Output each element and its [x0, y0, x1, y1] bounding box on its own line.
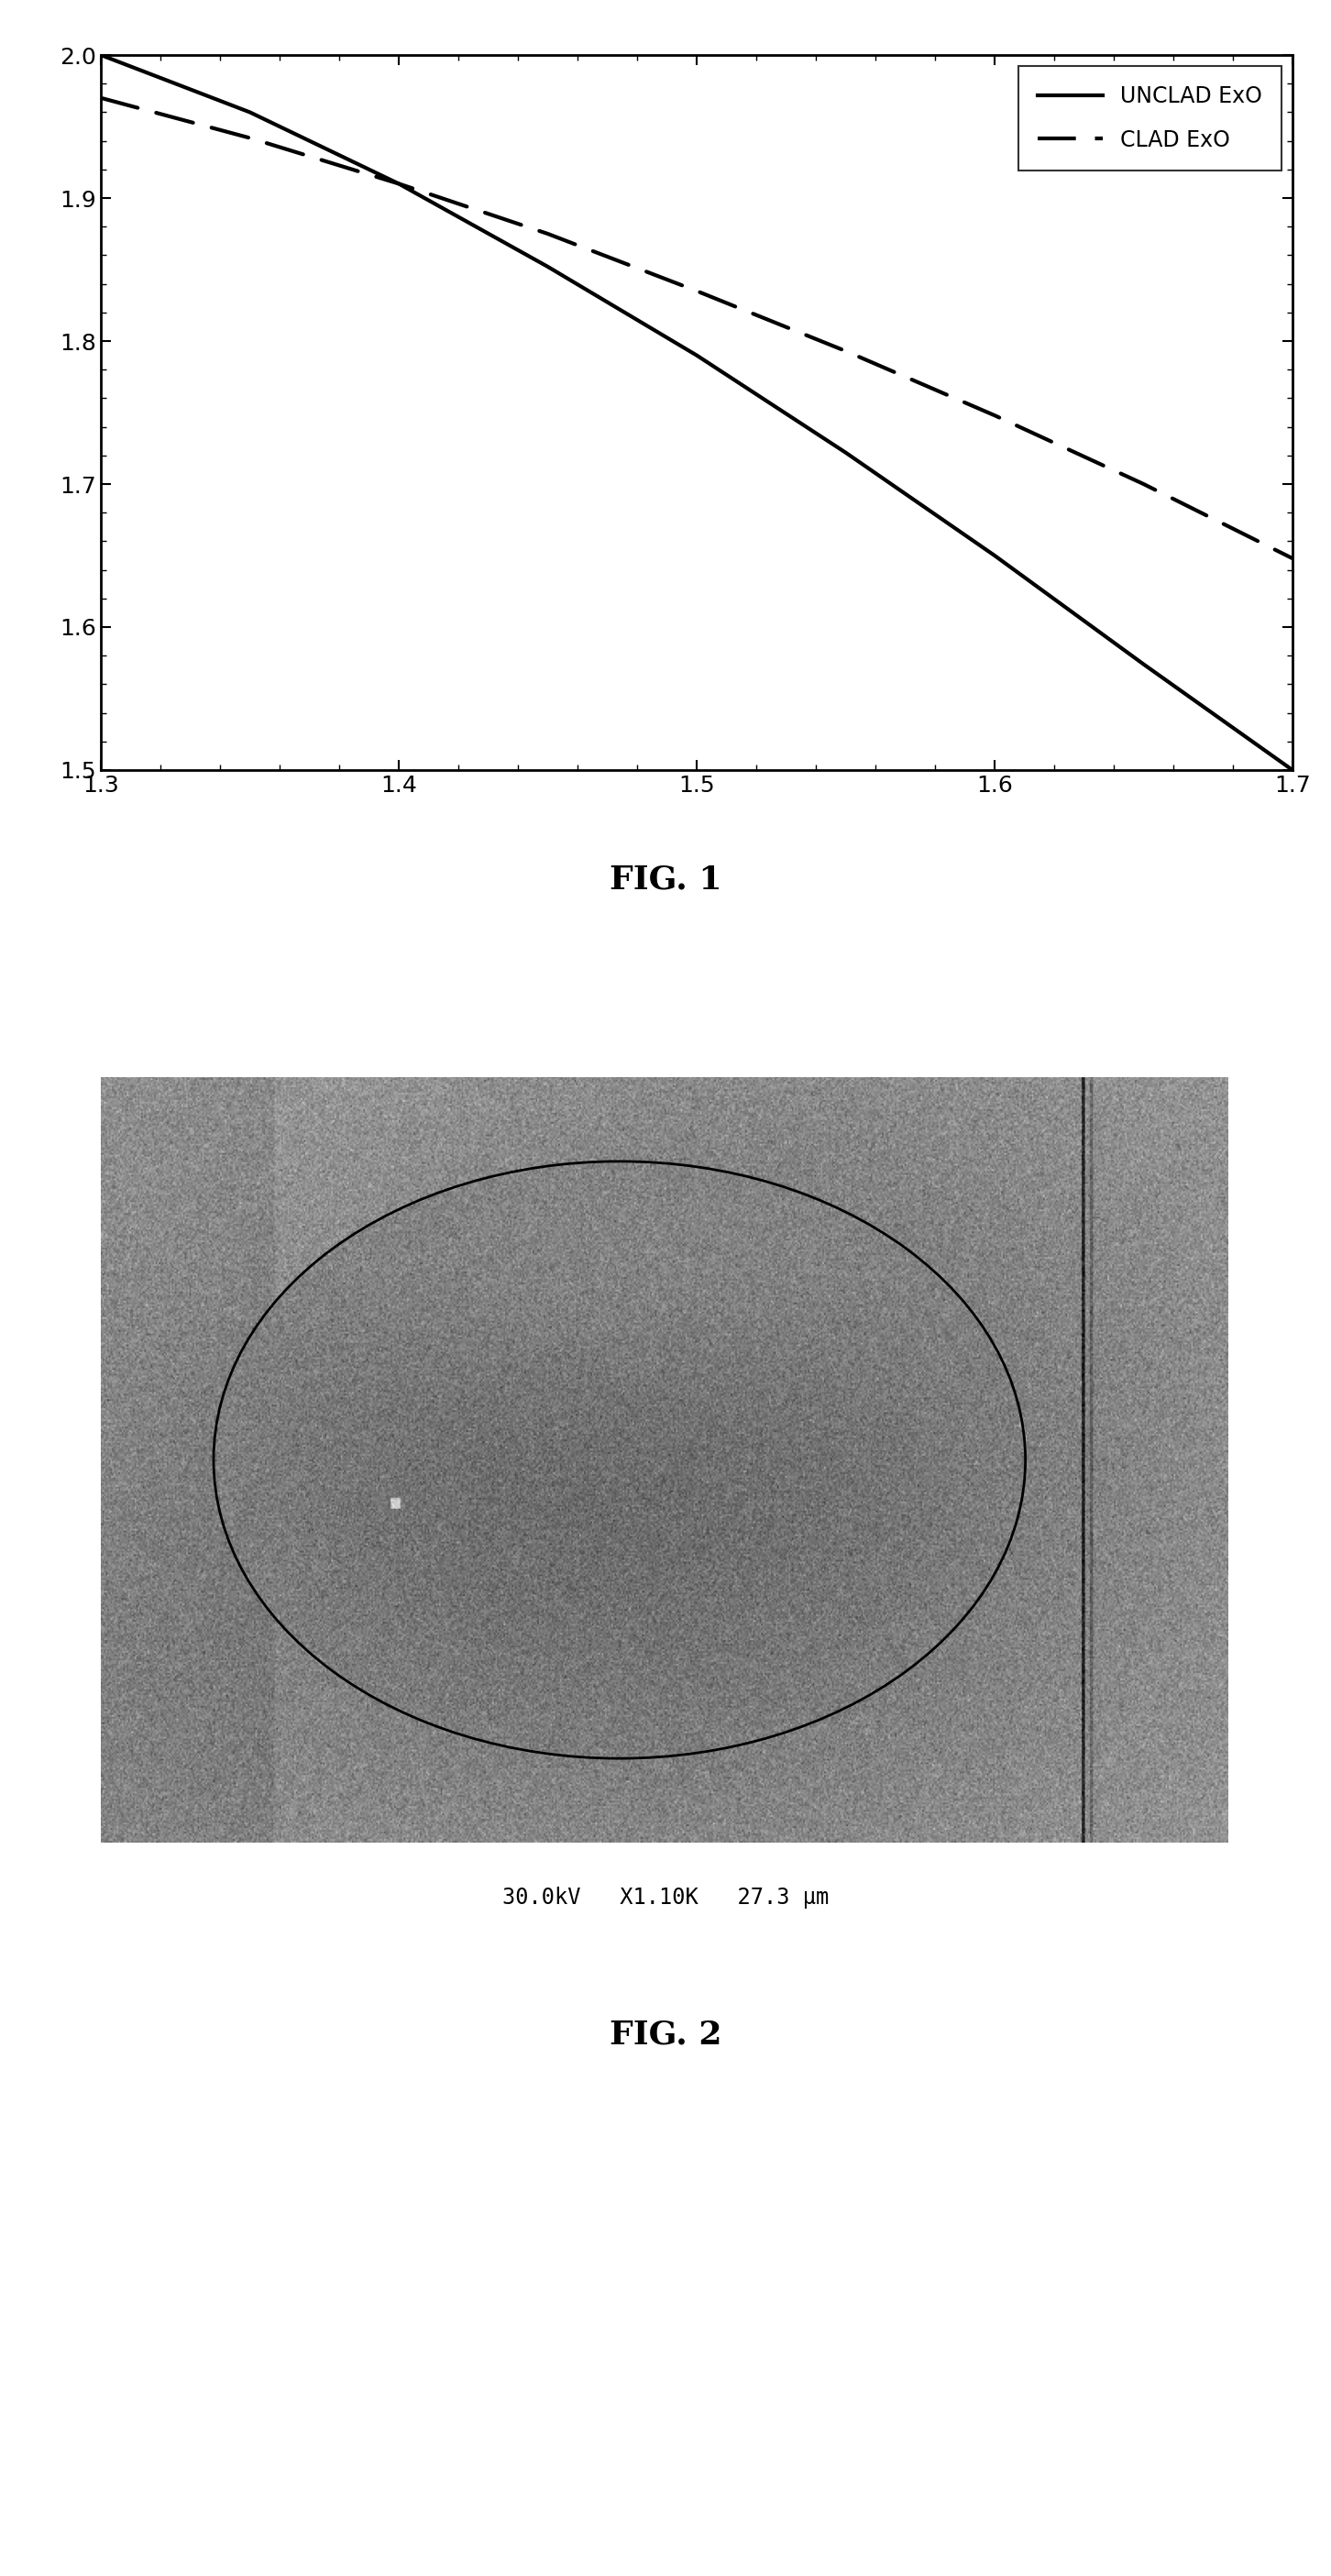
Legend: UNCLAD ExO, CLAD ExO: UNCLAD ExO, CLAD ExO [1018, 67, 1282, 170]
Text: FIG. 2: FIG. 2 [610, 2020, 721, 2050]
Text: 30.0kV   X1.10K   27.3 μm: 30.0kV X1.10K 27.3 μm [502, 1886, 829, 1909]
Text: FIG. 1: FIG. 1 [610, 866, 721, 896]
